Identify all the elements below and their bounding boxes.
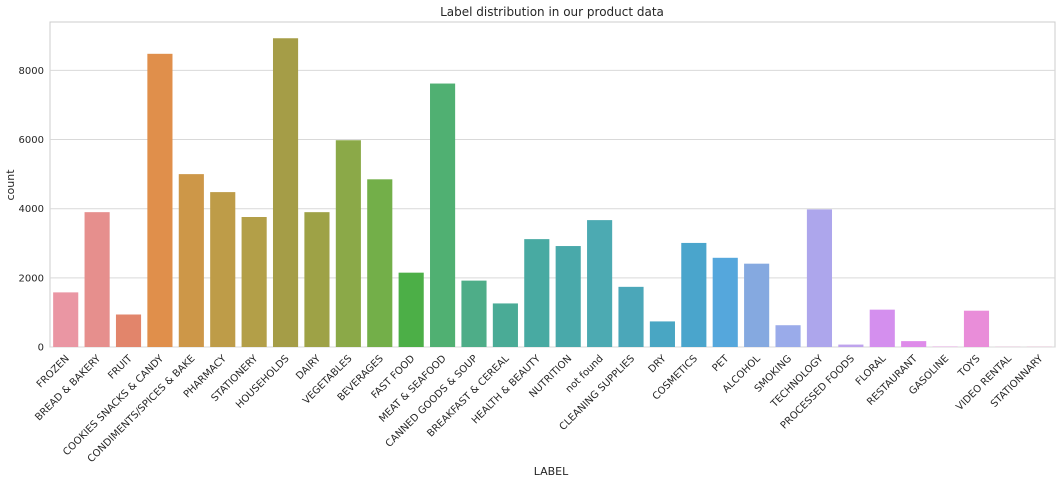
bar: [964, 311, 989, 347]
bar: [147, 54, 172, 347]
bar: [744, 264, 769, 347]
bar: [650, 321, 675, 347]
bar: [367, 179, 392, 347]
bar: [399, 273, 424, 347]
y-tick-label: 6000: [19, 135, 44, 146]
x-tick-label: VIDEO RENTAL: [954, 353, 1014, 413]
bar: [116, 315, 141, 348]
bar: [210, 192, 235, 347]
x-tick-label: TOYS: [956, 353, 983, 380]
bar: [336, 140, 361, 347]
bar: [430, 84, 455, 347]
bar: [901, 341, 926, 347]
y-tick-label: 8000: [19, 66, 44, 77]
bar: [493, 303, 518, 347]
y-axis-ticks: 0 2000 4000 6000 8000: [19, 66, 44, 354]
x-tick-label: PET: [711, 353, 732, 374]
x-tick-label: DAIRY: [294, 353, 323, 382]
chart-title: Label distribution in our product data: [440, 5, 664, 19]
bar: [618, 287, 643, 347]
bar: [461, 281, 486, 347]
x-axis-title: LABEL: [534, 465, 569, 478]
bar: [273, 38, 298, 347]
bar: [775, 325, 800, 347]
bar: [556, 246, 581, 347]
bar: [807, 209, 832, 347]
bar: [681, 243, 706, 347]
bar: [53, 292, 78, 347]
bar: [304, 212, 329, 347]
bar: [179, 174, 204, 347]
bar: [85, 212, 110, 347]
bar: [242, 217, 267, 347]
y-tick-label: 0: [38, 343, 44, 354]
x-tick-label: FRUIT: [106, 353, 135, 382]
bar: [838, 345, 863, 347]
bar: [524, 239, 549, 347]
bar: [870, 310, 895, 347]
y-axis-title: count: [4, 169, 17, 201]
x-tick-label: DRY: [647, 353, 670, 376]
bar: [587, 220, 612, 347]
bar: [713, 258, 738, 347]
y-tick-label: 4000: [19, 204, 44, 215]
y-tick-label: 2000: [19, 273, 44, 284]
